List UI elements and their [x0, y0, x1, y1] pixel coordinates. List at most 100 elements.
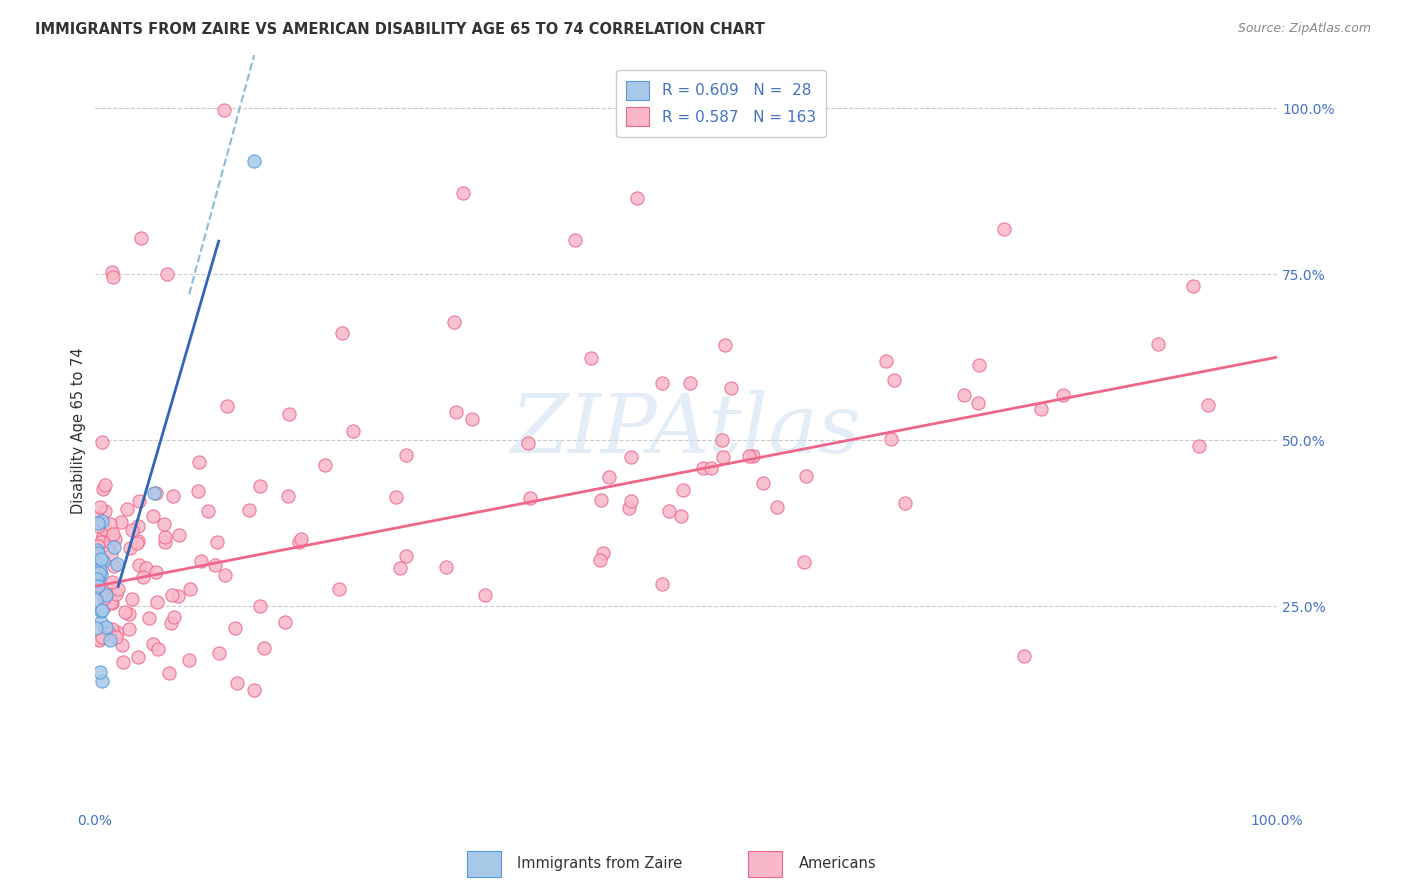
Point: [796, 469, 818, 483]
Point: [103, 540, 125, 554]
Point: [720, 381, 742, 395]
Point: [121, 523, 143, 537]
Point: [766, 500, 789, 514]
Point: [1147, 336, 1170, 351]
Point: [713, 338, 735, 352]
Point: [86, 564, 108, 578]
Point: [87, 579, 110, 593]
Point: [105, 587, 128, 601]
Point: [177, 653, 200, 667]
Point: [105, 557, 128, 571]
Text: ZIPAtlas: ZIPAtlas: [510, 391, 860, 470]
Point: [100, 547, 122, 561]
Point: [589, 553, 612, 567]
Point: [94, 478, 117, 492]
Point: [314, 458, 336, 472]
Point: [145, 565, 167, 579]
Point: [214, 567, 236, 582]
Point: [89, 563, 111, 577]
Point: [138, 611, 160, 625]
Point: [94, 504, 117, 518]
Point: [519, 491, 541, 505]
Point: [89, 665, 111, 679]
Point: [741, 449, 763, 463]
Point: [87, 573, 110, 587]
Point: [87, 546, 110, 560]
Point: [98, 633, 121, 648]
Point: [110, 516, 132, 530]
Point: [112, 655, 135, 669]
Point: [620, 450, 643, 465]
Point: [89, 500, 111, 515]
Point: [91, 673, 114, 688]
Point: [626, 191, 648, 205]
Point: [118, 622, 141, 636]
Point: [952, 388, 974, 402]
Point: [581, 351, 603, 365]
Point: [679, 376, 702, 390]
Point: [564, 233, 586, 247]
Point: [84, 621, 107, 635]
Point: [107, 582, 129, 596]
Point: [153, 516, 176, 531]
Point: [290, 532, 312, 546]
Point: [86, 576, 108, 591]
Point: [101, 574, 124, 589]
Point: [692, 460, 714, 475]
Point: [142, 637, 165, 651]
Point: [98, 534, 121, 549]
Text: IMMIGRANTS FROM ZAIRE VS AMERICAN DISABILITY AGE 65 TO 74 CORRELATION CHART: IMMIGRANTS FROM ZAIRE VS AMERICAN DISABI…: [35, 22, 765, 37]
Point: [125, 536, 148, 550]
Point: [87, 566, 110, 580]
Point: [115, 501, 138, 516]
Point: [451, 186, 474, 200]
Point: [162, 588, 184, 602]
Point: [238, 502, 260, 516]
Point: [893, 495, 915, 509]
Point: [142, 508, 165, 523]
Point: [118, 541, 141, 556]
Point: [90, 603, 112, 617]
Point: [434, 559, 457, 574]
Point: [217, 400, 239, 414]
Point: [330, 326, 353, 340]
Point: [118, 607, 141, 622]
Point: [153, 530, 176, 544]
Point: [1029, 402, 1052, 417]
Point: [89, 632, 111, 647]
Point: [129, 231, 152, 245]
Point: [84, 574, 107, 589]
Point: [101, 526, 124, 541]
Point: [86, 542, 108, 557]
Point: [474, 588, 496, 602]
Point: [93, 591, 115, 606]
Point: [389, 561, 412, 575]
Point: [87, 516, 110, 530]
Point: [93, 627, 115, 641]
Point: [100, 596, 122, 610]
Point: [160, 615, 183, 630]
Point: [188, 455, 211, 469]
Point: [104, 630, 127, 644]
Point: [1182, 279, 1205, 293]
Point: [163, 609, 186, 624]
Point: [461, 412, 484, 426]
Point: [84, 566, 107, 581]
Text: Americans: Americans: [799, 855, 876, 871]
Point: [967, 358, 990, 372]
Point: [90, 551, 112, 566]
Point: [395, 448, 418, 462]
Point: [93, 599, 115, 614]
Point: [145, 486, 167, 500]
Point: [993, 222, 1015, 236]
Point: [131, 570, 153, 584]
Point: [711, 450, 734, 465]
Point: [967, 396, 990, 410]
Point: [90, 534, 112, 549]
Point: [94, 522, 117, 536]
Point: [167, 528, 190, 542]
Point: [443, 315, 465, 329]
Point: [153, 535, 176, 549]
Point: [589, 492, 612, 507]
Point: [146, 642, 169, 657]
